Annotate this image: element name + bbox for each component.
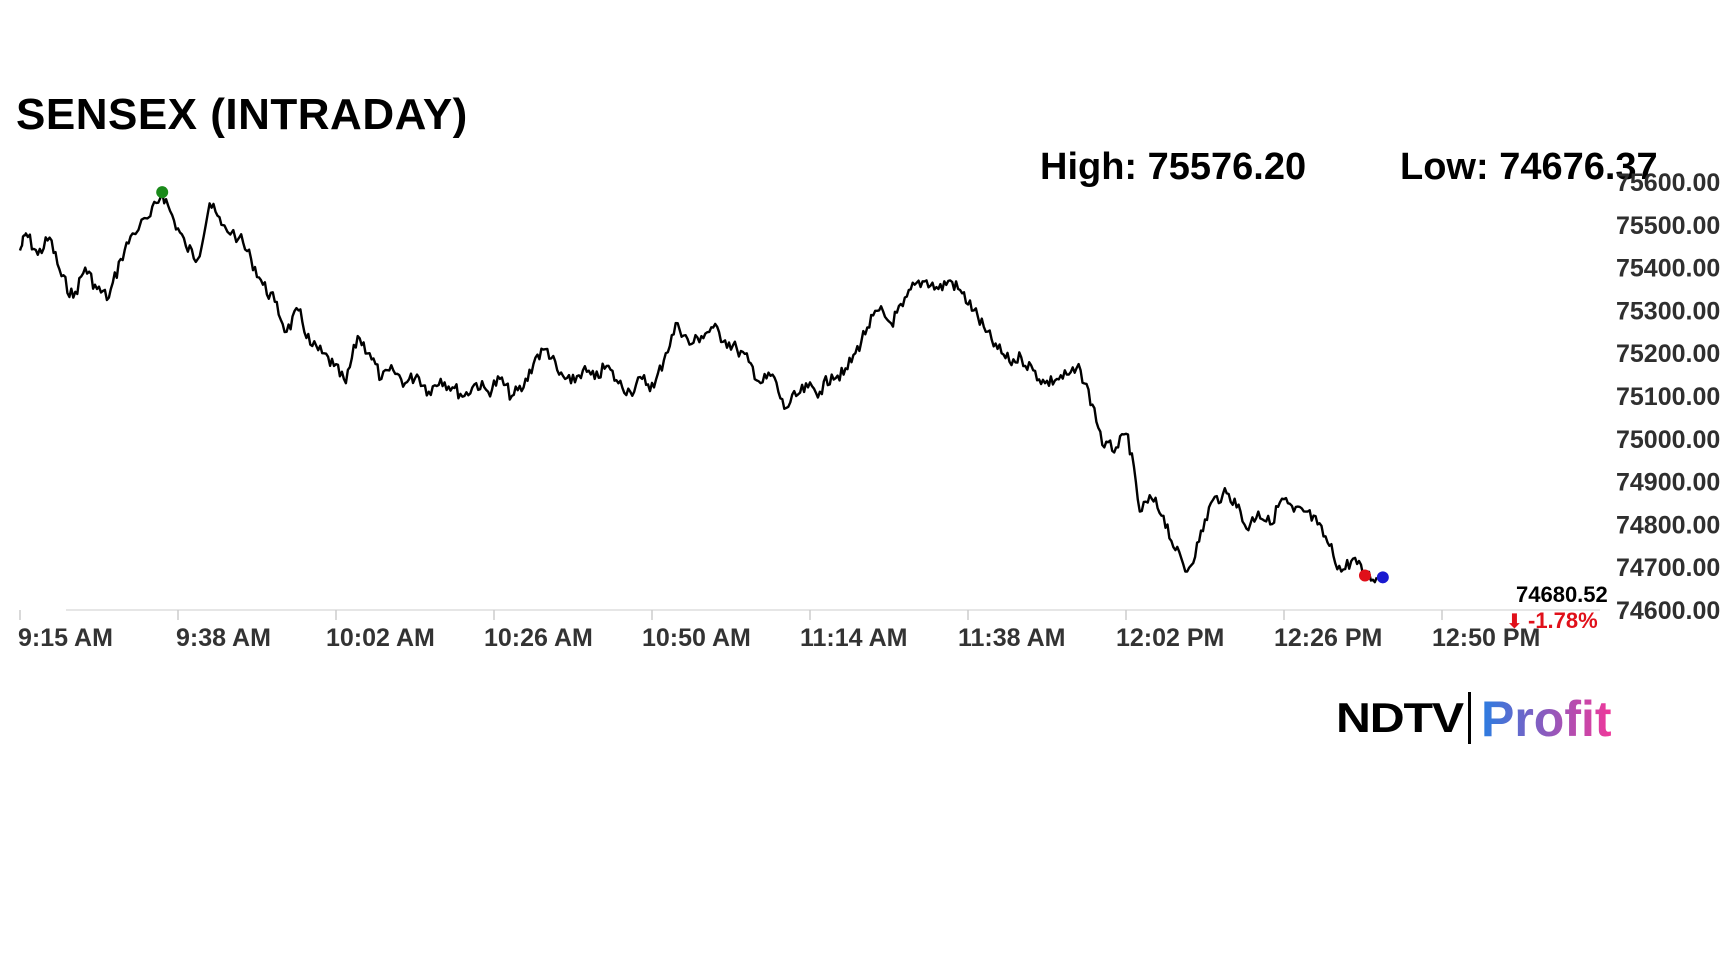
y-tick-label: 75200.00 — [1616, 340, 1720, 368]
high-point-marker — [156, 186, 169, 199]
low-label: Low: 74676.37 — [1400, 146, 1658, 188]
y-tick-label: 75300.00 — [1616, 297, 1720, 325]
y-tick-label: 74600.00 — [1616, 597, 1720, 625]
y-tick-label: 75600.00 — [1616, 169, 1720, 197]
chart-title: SENSEX (INTRADAY) — [16, 90, 468, 139]
last-value-marker — [1358, 569, 1371, 582]
x-tick-label: 11:14 AM — [800, 624, 907, 652]
ndtv-wordmark: NDTV — [1336, 694, 1464, 741]
profit-wordmark: Profit — [1481, 691, 1612, 747]
change-percent-label: -1.78% — [1528, 608, 1598, 633]
x-tick-label: 11:38 AM — [958, 624, 1065, 652]
last-value-label: 74680.52 — [1516, 582, 1608, 607]
y-tick-label: 74700.00 — [1616, 554, 1720, 582]
x-tick-label: 10:26 AM — [484, 624, 593, 652]
x-tick-label: 12:02 PM — [1116, 624, 1224, 652]
y-tick-label: 74900.00 — [1616, 469, 1720, 497]
y-tick-label: 75400.00 — [1616, 255, 1720, 283]
x-tick-label: 10:50 AM — [642, 624, 751, 652]
x-tick-label: 12:50 PM — [1432, 624, 1540, 652]
profit-wordmark-art: Profit — [1481, 691, 1612, 747]
x-tick-label: 9:38 AM — [176, 624, 271, 652]
y-tick-label: 75000.00 — [1616, 426, 1720, 454]
x-tick-label: 9:15 AM — [18, 624, 113, 652]
end-point-marker — [1376, 571, 1389, 584]
logo-divider — [1468, 692, 1472, 744]
ndtv-profit-logo: NDTV Profit — [1336, 690, 1641, 747]
down-arrow-icon: ⬇ — [1506, 609, 1523, 633]
high-label: High: 75576.20 — [1040, 146, 1307, 188]
x-tick-label: 12:26 PM — [1274, 624, 1382, 652]
x-tick-label: 10:02 AM — [326, 624, 435, 652]
y-tick-label: 75100.00 — [1616, 383, 1720, 411]
y-tick-label: 75500.00 — [1616, 212, 1720, 240]
sensex-series-line — [18, 191, 1378, 584]
y-tick-label: 74800.00 — [1616, 511, 1720, 539]
